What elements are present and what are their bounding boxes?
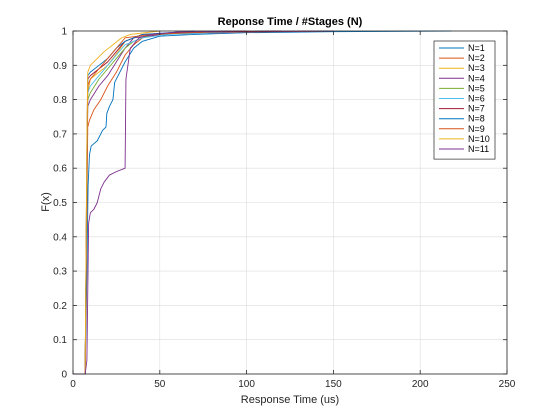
y-tick-label: 0 [61,370,67,381]
y-axis-label: F(x) [40,192,52,212]
legend: N=1N=2N=3N=4N=5N=6N=7N=8N=9N=10N=11 [433,40,496,160]
legend-box [433,40,496,160]
legend-entry: N=7 [468,104,485,114]
x-tick-label: 250 [499,379,516,390]
legend-entry: N=5 [468,83,485,93]
chart-title: Reponse Time / #Stages (N) [218,16,363,28]
legend-entry: N=1 [468,43,485,53]
y-tick-label: 0.6 [53,164,67,175]
y-tick-label: 0.4 [53,232,67,243]
x-tick-label: 200 [412,379,429,390]
legend-entry: N=3 [468,63,485,73]
legend-entry: N=9 [468,124,485,134]
y-tick-label: 0.5 [53,198,67,209]
x-tick-label: 50 [154,379,166,390]
series-line-n-11 [73,30,247,375]
series-group [73,30,452,375]
x-tick-label: 150 [325,379,342,390]
y-tick-label: 1 [61,27,67,38]
y-tick-label: 0.7 [53,129,67,140]
x-tick-label: 100 [238,379,255,390]
series-line-n-10 [73,30,160,375]
legend-entry: N=8 [468,114,485,124]
y-tick-label: 0.9 [53,61,67,72]
y-tick-label: 0.8 [53,95,67,106]
x-tick-label: 0 [70,379,76,390]
legend-entry: N=4 [468,73,485,83]
y-tick-label: 0.2 [53,301,67,312]
x-axis-label: Response Time (us) [241,394,339,406]
axis-ticks: 0 50 100 150 200 250 0 0.1 0.2 0.3 0.4 0.5 0.6 0.7 0.8… [53,27,516,391]
legend-entry: N=11 [468,144,489,154]
legend-entry: N=6 [468,94,485,104]
y-tick-label: 0.1 [53,335,67,346]
legend-entry: N=10 [468,134,490,144]
y-tick-label: 0.3 [53,267,67,278]
legend-entry: N=2 [468,53,485,63]
series-line-n-1 [73,30,452,375]
